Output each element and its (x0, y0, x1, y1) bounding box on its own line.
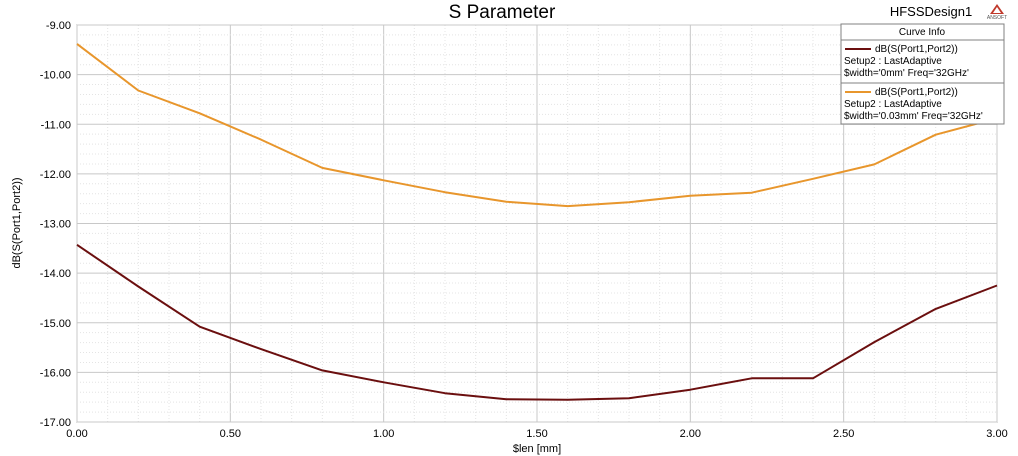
series-line-2[interactable] (76, 43, 998, 208)
legend-series-1-line-3: $width='0mm' Freq='32GHz' (844, 68, 969, 79)
y-tick-label: -12.00 (40, 169, 71, 181)
grid (76, 24, 998, 423)
x-tick-label: 0.50 (220, 428, 241, 440)
legend-title: Curve Info (899, 27, 946, 38)
axis-ticks: 0.00 0.50 1.00 1.50 2.00 2.50 3.00 -9.00 -10.00 -… (40, 20, 1008, 440)
legend-series-1-line-1: dB(S(Port1,Port2)) (875, 44, 958, 55)
x-tick-label: 2.00 (680, 428, 701, 440)
x-tick-label: 0.00 (66, 428, 87, 440)
y-tick-label: -13.00 (40, 219, 71, 231)
y-tick-label: -10.00 (40, 70, 71, 82)
chart-title: S Parameter (449, 2, 556, 23)
legend-series-2-line-1: dB(S(Port1,Port2)) (875, 87, 958, 98)
x-tick-label: 1.00 (373, 428, 394, 440)
series-lines (76, 43, 998, 401)
y-tick-label: -16.00 (40, 367, 71, 379)
legend-series-2-line-2: Setup2 : LastAdaptive (844, 99, 942, 110)
y-tick-label: -14.00 (40, 268, 71, 280)
legend[interactable]: Curve Info dB(S(Port1,Port2)) Setup2 : L… (840, 23, 1005, 125)
x-tick-label: 3.00 (986, 428, 1007, 440)
y-tick-label: -17.00 (40, 417, 71, 429)
legend-series-1-line-2: Setup2 : LastAdaptive (844, 56, 942, 67)
ansoft-logo-icon: ANSOFT (987, 4, 1007, 21)
x-tick-label: 1.50 (526, 428, 547, 440)
y-tick-label: -15.00 (40, 318, 71, 330)
x-axis-label: $len [mm] (513, 443, 561, 455)
legend-series-2-line-3: $width='0.03mm' Freq='32GHz' (844, 111, 983, 122)
logo-text: ANSOFT (987, 15, 1007, 21)
y-tick-label: -9.00 (46, 20, 71, 32)
series-line-1[interactable] (76, 243, 998, 401)
y-axis-label: dB(S(Port1,Port2)) (11, 177, 23, 268)
design-name: HFSSDesign1 (890, 4, 972, 19)
x-tick-label: 2.50 (833, 428, 854, 440)
legend-box (840, 23, 1005, 125)
y-tick-label: -11.00 (41, 119, 71, 131)
